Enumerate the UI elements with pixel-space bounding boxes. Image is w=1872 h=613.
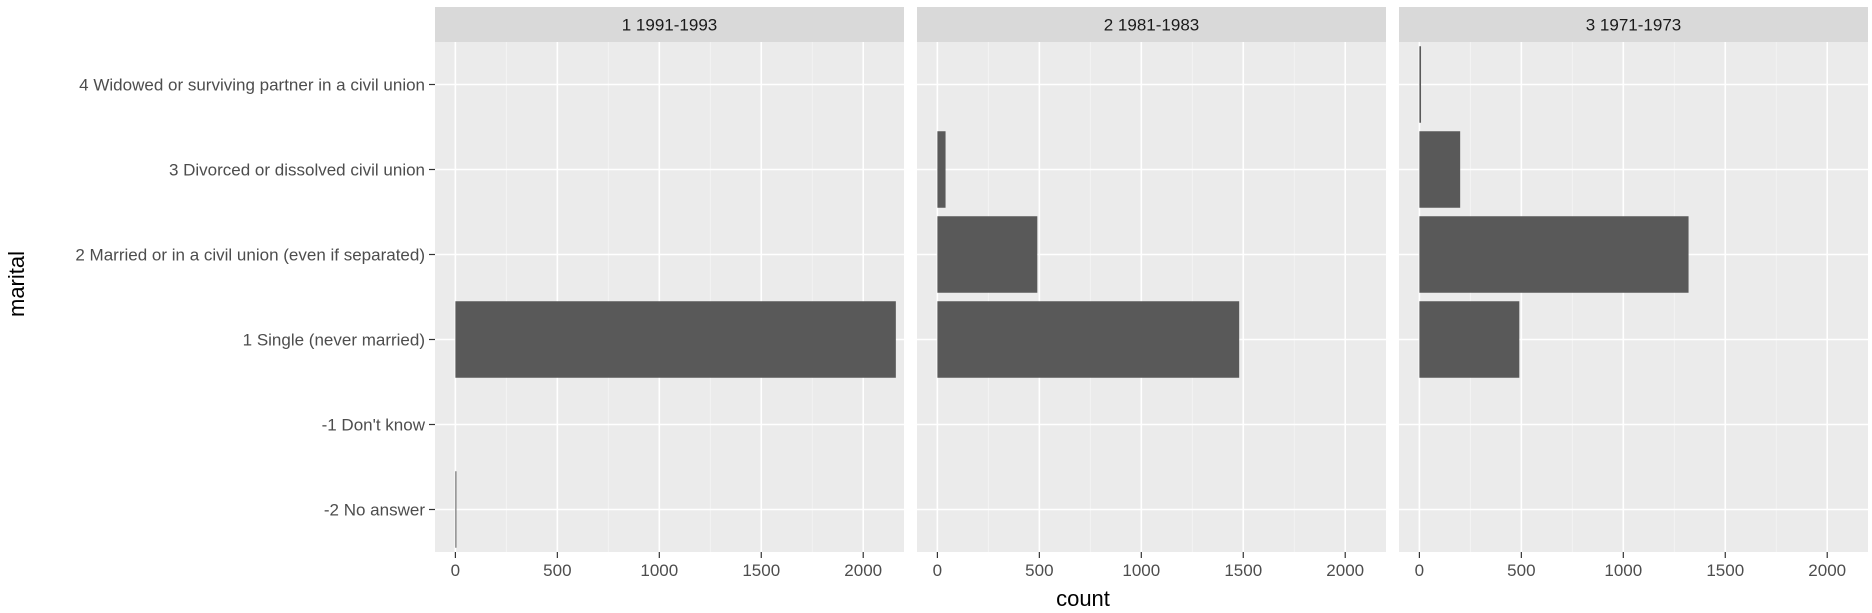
panel-background: [435, 42, 904, 552]
y-axis-title: marital: [4, 251, 29, 317]
x-tick-label: 0: [451, 561, 460, 580]
panel-background: [917, 42, 1386, 552]
facet-panel: 1 1991-1993: [435, 7, 904, 552]
facet-panels: 1 1991-1993 2 1981-1983 3 1971-1973: [435, 7, 1868, 552]
facet-strip-label: 2 1981-1983: [1104, 16, 1199, 35]
x-tick-label: 1000: [640, 561, 678, 580]
bar: [1419, 131, 1461, 208]
x-tick-label: 0: [1415, 561, 1424, 580]
bar: [937, 131, 946, 208]
x-axes: 0 500 1000 1500 2000 0 500 1000 1500 2000 0 500 1000…: [451, 552, 1846, 580]
x-axis: 0 500 1000 1500 2000: [1415, 552, 1846, 580]
bar: [1419, 46, 1422, 123]
y-tick-label: 2 Married or in a civil union (even if s…: [75, 246, 425, 265]
bar: [1419, 301, 1520, 378]
x-tick-label: 1500: [1706, 561, 1744, 580]
bar: [937, 216, 1038, 293]
facet-strip-label: 1 1991-1993: [622, 16, 717, 35]
bar: [455, 301, 896, 378]
bar: [455, 471, 457, 548]
facet-strip: [917, 7, 1386, 42]
facet-strip: [1399, 7, 1868, 42]
x-axis: 0 500 1000 1500 2000: [451, 552, 882, 580]
facet-panel: 3 1971-1973: [1399, 7, 1868, 552]
bar: [937, 301, 1240, 378]
facet-strip-label: 3 1971-1973: [1586, 16, 1681, 35]
x-tick-label: 2000: [1808, 561, 1846, 580]
y-tick-label: 4 Widowed or surviving partner in a civi…: [79, 76, 425, 95]
y-tick-label: 3 Divorced or dissolved civil union: [169, 161, 425, 180]
x-tick-label: 500: [543, 561, 571, 580]
x-tick-label: 500: [1507, 561, 1535, 580]
bar: [1419, 216, 1689, 293]
facet-panel: 2 1981-1983: [917, 7, 1386, 552]
x-tick-label: 1500: [1224, 561, 1262, 580]
y-axis: -2 No answer -1 Don't know 1 Single (never…: [75, 76, 435, 520]
x-axis: 0 500 1000 1500 2000: [933, 552, 1364, 580]
x-tick-label: 2000: [844, 561, 882, 580]
y-tick-label: 1 Single (never married): [243, 331, 425, 350]
x-tick-label: 1500: [742, 561, 780, 580]
y-tick-label: -1 Don't know: [322, 416, 426, 435]
x-axis-title: count: [1056, 586, 1110, 611]
x-tick-label: 1000: [1122, 561, 1160, 580]
panel-background: [1399, 42, 1868, 552]
facet-strip: [435, 7, 904, 42]
x-tick-label: 1000: [1604, 561, 1642, 580]
x-tick-label: 2000: [1326, 561, 1364, 580]
y-tick-label: -2 No answer: [324, 501, 425, 520]
x-tick-label: 500: [1025, 561, 1053, 580]
x-tick-label: 0: [933, 561, 942, 580]
